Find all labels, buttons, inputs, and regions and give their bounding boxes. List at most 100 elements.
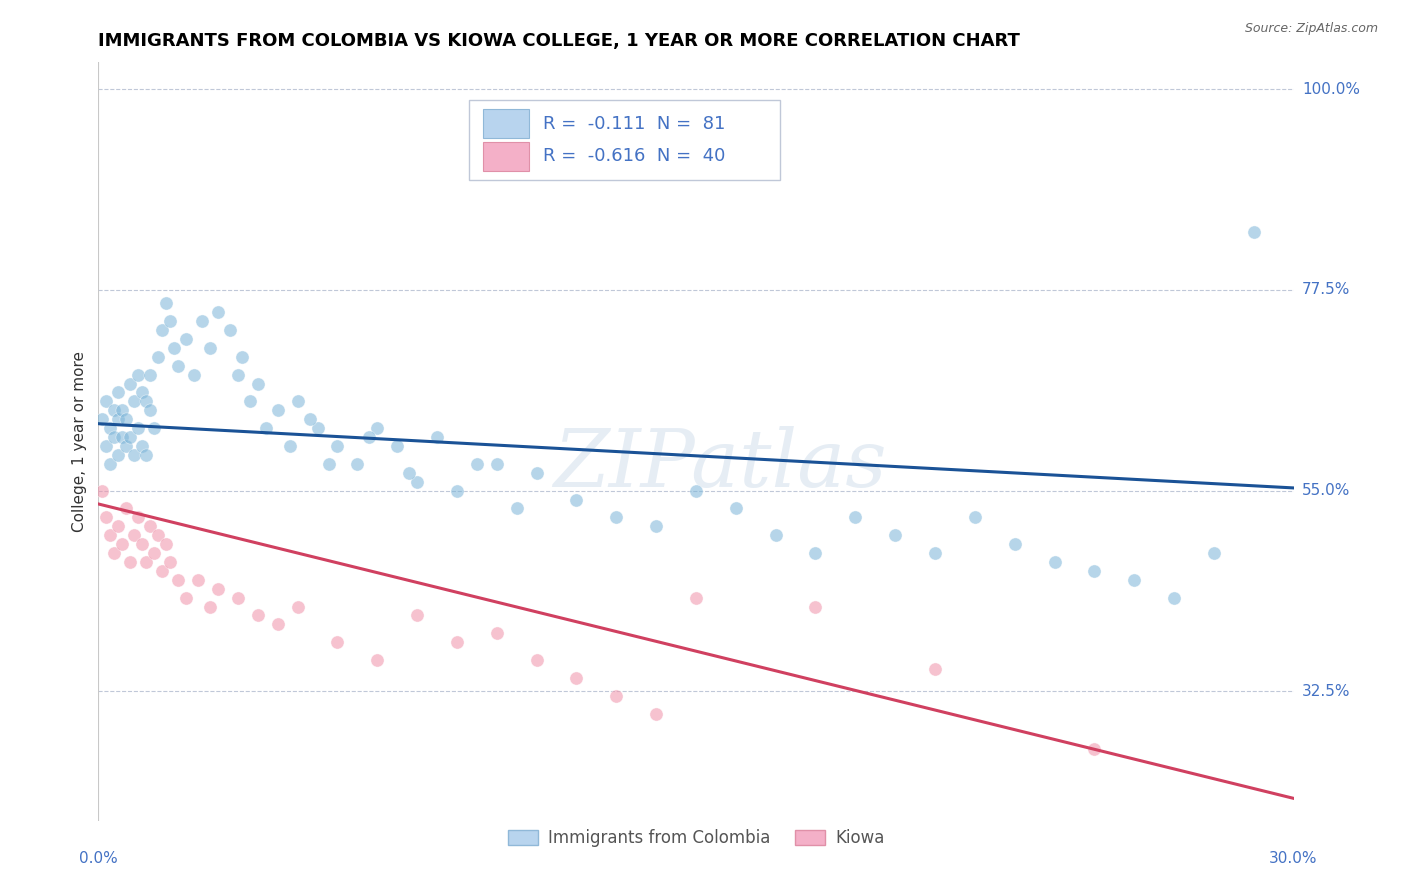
Point — [565, 492, 588, 507]
Point — [326, 439, 349, 453]
Point — [127, 368, 149, 382]
Point — [198, 599, 221, 614]
Point — [159, 555, 181, 569]
Point — [844, 510, 866, 524]
Point — [287, 394, 309, 409]
Point — [267, 403, 290, 417]
Point — [120, 430, 142, 444]
Point — [207, 305, 229, 319]
Point — [127, 421, 149, 435]
Point — [685, 591, 707, 605]
Point — [139, 368, 162, 382]
Point — [155, 537, 177, 551]
Point — [446, 635, 468, 649]
Point — [446, 483, 468, 498]
Point — [1083, 742, 1105, 756]
Point — [307, 421, 329, 435]
Point — [115, 439, 138, 453]
Point — [226, 368, 249, 382]
Point — [111, 537, 134, 551]
Text: 30.0%: 30.0% — [1270, 851, 1317, 866]
Point — [884, 528, 907, 542]
Point — [187, 573, 209, 587]
Point — [207, 582, 229, 596]
Point — [143, 546, 166, 560]
Point — [148, 350, 170, 364]
Point — [120, 376, 142, 391]
Text: ZIPatlas: ZIPatlas — [553, 425, 887, 503]
Point — [278, 439, 301, 453]
Point — [366, 421, 388, 435]
Point — [167, 573, 190, 587]
Y-axis label: College, 1 year or more: College, 1 year or more — [72, 351, 87, 532]
Point — [231, 350, 253, 364]
Point — [485, 626, 508, 640]
Point — [605, 689, 627, 703]
Legend: Immigrants from Colombia, Kiowa: Immigrants from Colombia, Kiowa — [501, 822, 891, 854]
Point — [155, 296, 177, 310]
Point — [91, 412, 114, 426]
Point — [98, 421, 122, 435]
Text: 55.0%: 55.0% — [1302, 483, 1350, 498]
Point — [135, 555, 157, 569]
Point — [1123, 573, 1146, 587]
Point — [326, 635, 349, 649]
Text: IMMIGRANTS FROM COLOMBIA VS KIOWA COLLEGE, 1 YEAR OR MORE CORRELATION CHART: IMMIGRANTS FROM COLOMBIA VS KIOWA COLLEG… — [98, 32, 1021, 50]
Point — [135, 448, 157, 462]
Point — [924, 546, 946, 560]
Point — [963, 510, 986, 524]
Point — [924, 662, 946, 676]
Point — [605, 510, 627, 524]
Point — [131, 385, 153, 400]
Point — [124, 448, 146, 462]
Point — [506, 501, 529, 516]
Point — [1243, 225, 1265, 239]
Point — [254, 421, 277, 435]
Point — [115, 501, 138, 516]
Point — [96, 510, 118, 524]
Text: 0.0%: 0.0% — [79, 851, 118, 866]
Point — [103, 430, 125, 444]
Point — [645, 706, 668, 721]
Point — [131, 439, 153, 453]
Text: 77.5%: 77.5% — [1302, 283, 1350, 297]
Point — [226, 591, 249, 605]
Point — [465, 457, 488, 471]
Point — [318, 457, 340, 471]
Point — [174, 591, 197, 605]
Point — [163, 341, 186, 355]
Point — [159, 314, 181, 328]
FancyBboxPatch shape — [470, 101, 780, 180]
Point — [111, 403, 134, 417]
FancyBboxPatch shape — [484, 110, 529, 138]
Point — [198, 341, 221, 355]
Point — [406, 475, 429, 489]
Point — [398, 466, 420, 480]
Point — [139, 519, 162, 533]
Point — [1202, 546, 1225, 560]
Point — [267, 617, 290, 632]
Point — [765, 528, 787, 542]
Point — [139, 403, 162, 417]
Point — [150, 564, 173, 578]
Point — [1083, 564, 1105, 578]
Point — [96, 439, 118, 453]
Point — [135, 394, 157, 409]
Text: R =  -0.616  N =  40: R = -0.616 N = 40 — [543, 147, 725, 165]
Point — [645, 519, 668, 533]
Point — [174, 332, 197, 346]
Point — [804, 546, 827, 560]
Point — [120, 555, 142, 569]
Point — [183, 368, 205, 382]
Point — [91, 483, 114, 498]
Point — [131, 537, 153, 551]
Point — [124, 528, 146, 542]
Point — [526, 466, 548, 480]
Point — [359, 430, 381, 444]
Point — [111, 430, 134, 444]
Point — [115, 412, 138, 426]
Point — [98, 457, 122, 471]
Point — [385, 439, 409, 453]
Point — [1004, 537, 1026, 551]
FancyBboxPatch shape — [484, 142, 529, 171]
